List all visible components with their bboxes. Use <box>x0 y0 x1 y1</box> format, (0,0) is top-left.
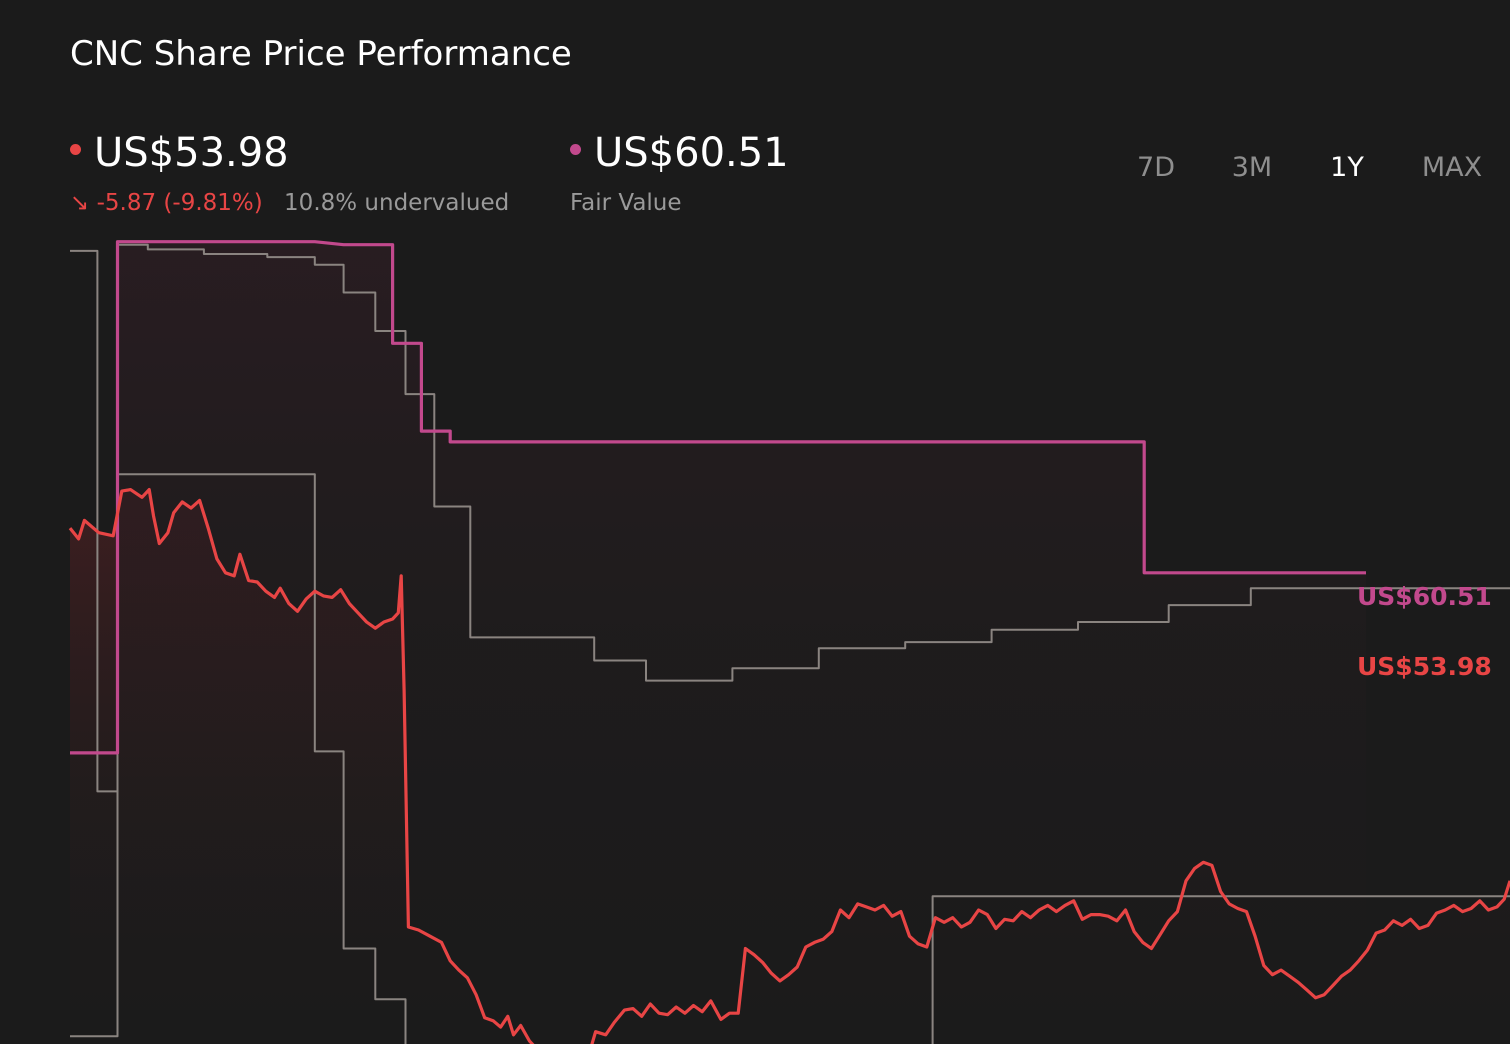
fair-value-price: US$60.51 <box>594 130 789 176</box>
price-dot-icon <box>70 143 81 155</box>
share-price-line <box>68 488 1510 1044</box>
current-price: US$53.98 <box>94 130 289 176</box>
fair-value-end-label: US$60.51 <box>1357 582 1492 611</box>
price-end-label: US$53.98 <box>1357 652 1492 681</box>
upper-range-line <box>70 243 1510 793</box>
fair_value-area <box>70 241 1366 1044</box>
valuation-status: 10.8% undervalued <box>284 190 510 216</box>
range-1y[interactable]: 1Y <box>1330 152 1364 183</box>
lower-range-line <box>70 473 1510 1044</box>
range-7d[interactable]: 7D <box>1137 152 1175 183</box>
fair-value-block: US$60.51 Fair Value <box>570 130 789 216</box>
arrow-down-right-icon: ↘ <box>70 190 90 216</box>
chart-title: CNC Share Price Performance <box>70 34 572 74</box>
fair-value-line <box>70 240 1366 755</box>
current-price-block: US$53.98 ↘ -5.87 (-9.81%) 10.8% underval… <box>70 130 509 216</box>
fair-value-dot-icon <box>570 143 581 155</box>
range-3m[interactable]: 3M <box>1231 152 1273 183</box>
time-range-selector: 7D 3M 1Y MAX <box>1110 152 1510 192</box>
price-change: -5.87 (-9.81%) <box>96 190 263 216</box>
range-max[interactable]: MAX <box>1421 152 1483 183</box>
fair-value-label: Fair Value <box>570 190 682 216</box>
